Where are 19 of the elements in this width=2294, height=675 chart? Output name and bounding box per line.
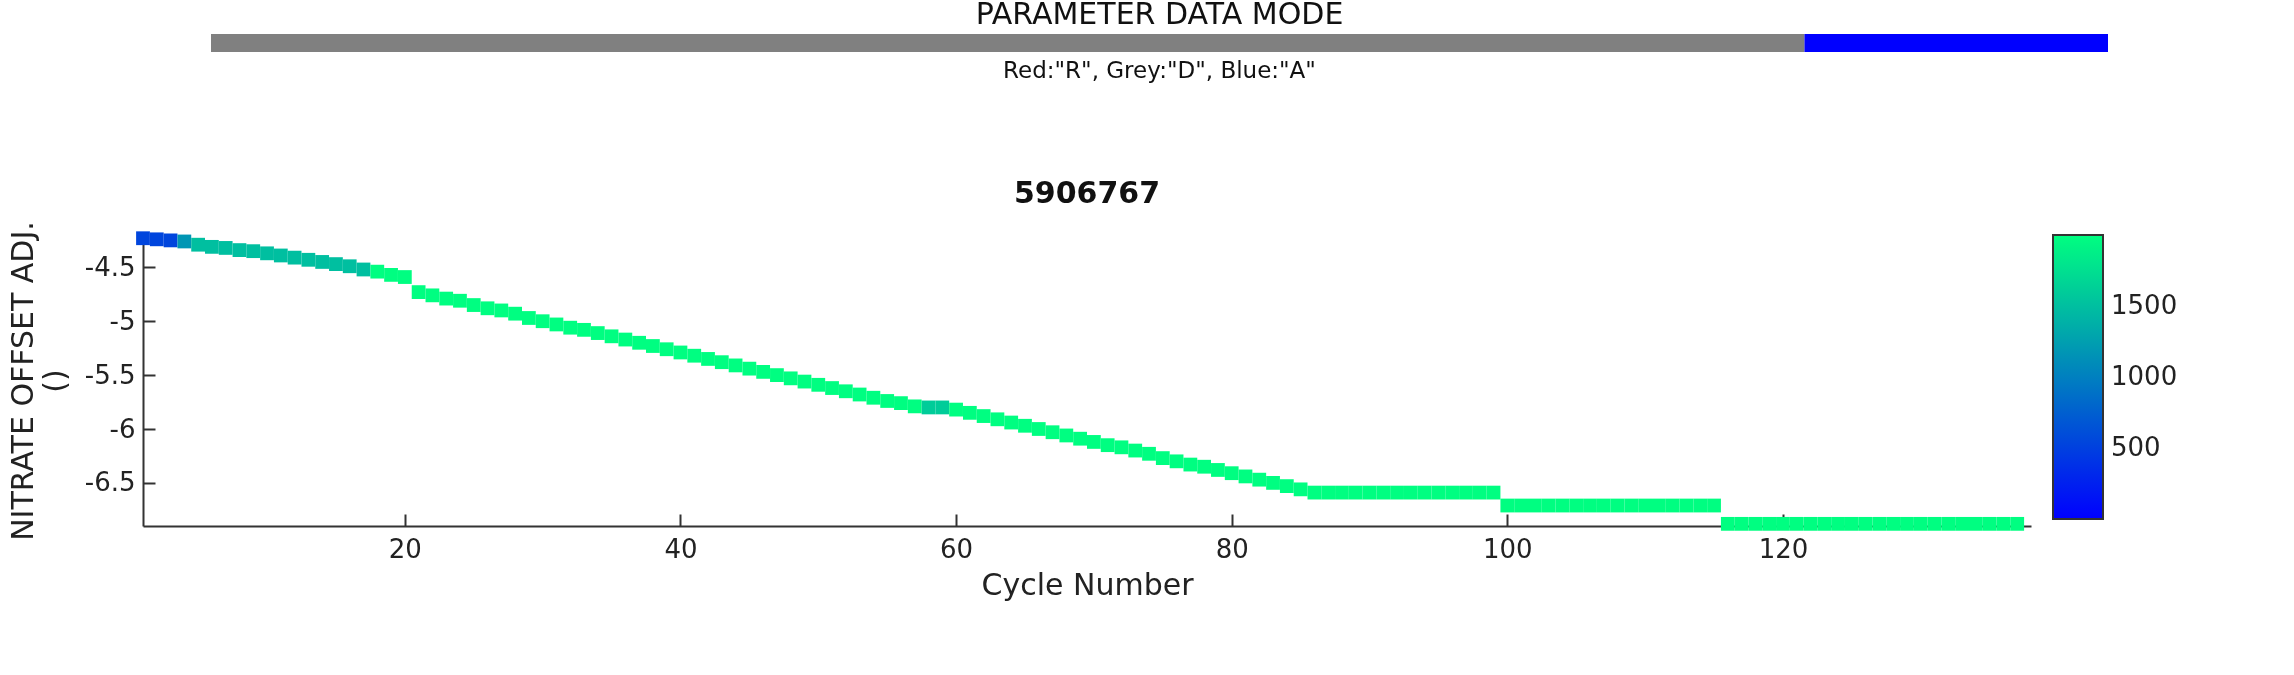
color-bar-label: 1000: [2111, 361, 2178, 391]
chart-title: 5906767: [1013, 174, 1161, 210]
x-tick-label: 120: [1758, 533, 1809, 564]
text: Red:"R", Grey:"D", Blue:"A": [1003, 57, 1316, 83]
x-tick-label: 60: [940, 533, 974, 564]
x-axis-title: Cycle Number: [981, 566, 1195, 602]
x-tick-label: 100: [1483, 533, 1533, 564]
color-bar-label: 500: [2111, 432, 2161, 462]
y-tick-label: -5: [109, 305, 136, 336]
y-tick-label: -5.5: [84, 359, 136, 390]
y-tick-label: -4.5: [84, 251, 136, 282]
y-tick-label: -6.5: [84, 467, 136, 498]
y-axis-title: NITRATE OFFSET ADJ. (): [4, 221, 72, 541]
chart-title: PARAMETER DATA MODE: [975, 0, 1344, 31]
x-tick-label: 40: [664, 533, 698, 564]
x-tick-label: 80: [1215, 533, 1249, 564]
y-tick-label: -6: [109, 413, 136, 444]
x-tick-label: 20: [388, 533, 422, 564]
color-bar-label: 1500: [2111, 290, 2178, 320]
